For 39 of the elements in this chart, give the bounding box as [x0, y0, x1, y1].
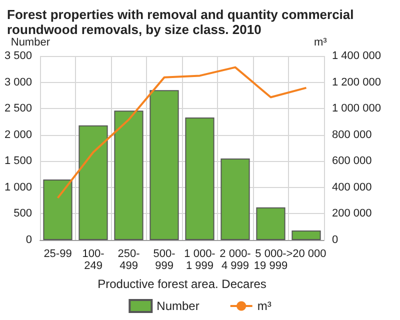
- x-tick-label: 25-99: [44, 248, 72, 260]
- x-tick-label: 2 000- 4 999: [220, 248, 252, 272]
- y-tick-label: 1 000: [4, 181, 32, 194]
- x-tick-label: 1 000- 1 999: [184, 248, 216, 272]
- y-tick-label: 3 500: [4, 50, 32, 62]
- bar: [43, 180, 72, 240]
- y2-tick-label: 0: [332, 234, 338, 246]
- x-tick-label: 5 000- 19 999: [254, 248, 288, 272]
- bar: [292, 230, 321, 240]
- y2-tick-label: 1 000 000: [332, 102, 381, 115]
- y-tick-label: 2 500: [4, 102, 32, 115]
- y-tick-label: 0: [26, 234, 32, 246]
- y2-tick-label: 200 000: [332, 208, 372, 220]
- y-tick-label: 3 000: [4, 76, 32, 88]
- bar: [185, 118, 214, 240]
- y2-tick-label: 800 000: [332, 128, 372, 141]
- x-tick-label: 500- 999: [153, 248, 176, 272]
- y2-axis-title: m³: [314, 36, 328, 48]
- chart-title: Forest properties with removal and quantity commercial roundwood removals, by size class. 2010: [7, 7, 358, 37]
- y2-tick-label: 1 400 000: [332, 50, 381, 62]
- x-tick-label: 250- 499: [118, 248, 140, 272]
- x-axis-title: Productive forest area. Decares: [98, 277, 266, 291]
- bar: [150, 90, 179, 240]
- bar: [114, 110, 144, 240]
- y-tick-label: 2 000: [4, 128, 32, 141]
- x-tick-label: >20 000: [286, 248, 326, 260]
- legend-label: m³: [257, 299, 272, 313]
- bar: [220, 158, 250, 240]
- y-axis-title: Number: [10, 36, 50, 48]
- y-tick-label: 1 500: [4, 155, 32, 168]
- y2-tick-label: 400 000: [332, 181, 372, 194]
- y2-tick-label: 600 000: [332, 155, 372, 168]
- y2-tick-label: 1 200 000: [332, 76, 381, 88]
- legend-label: Number: [156, 299, 200, 313]
- bar: [256, 207, 286, 240]
- y-tick-label: 500: [14, 208, 32, 220]
- line-series: [56, 66, 308, 199]
- bar: [78, 125, 108, 240]
- x-tick-label: 100- 249: [82, 248, 105, 272]
